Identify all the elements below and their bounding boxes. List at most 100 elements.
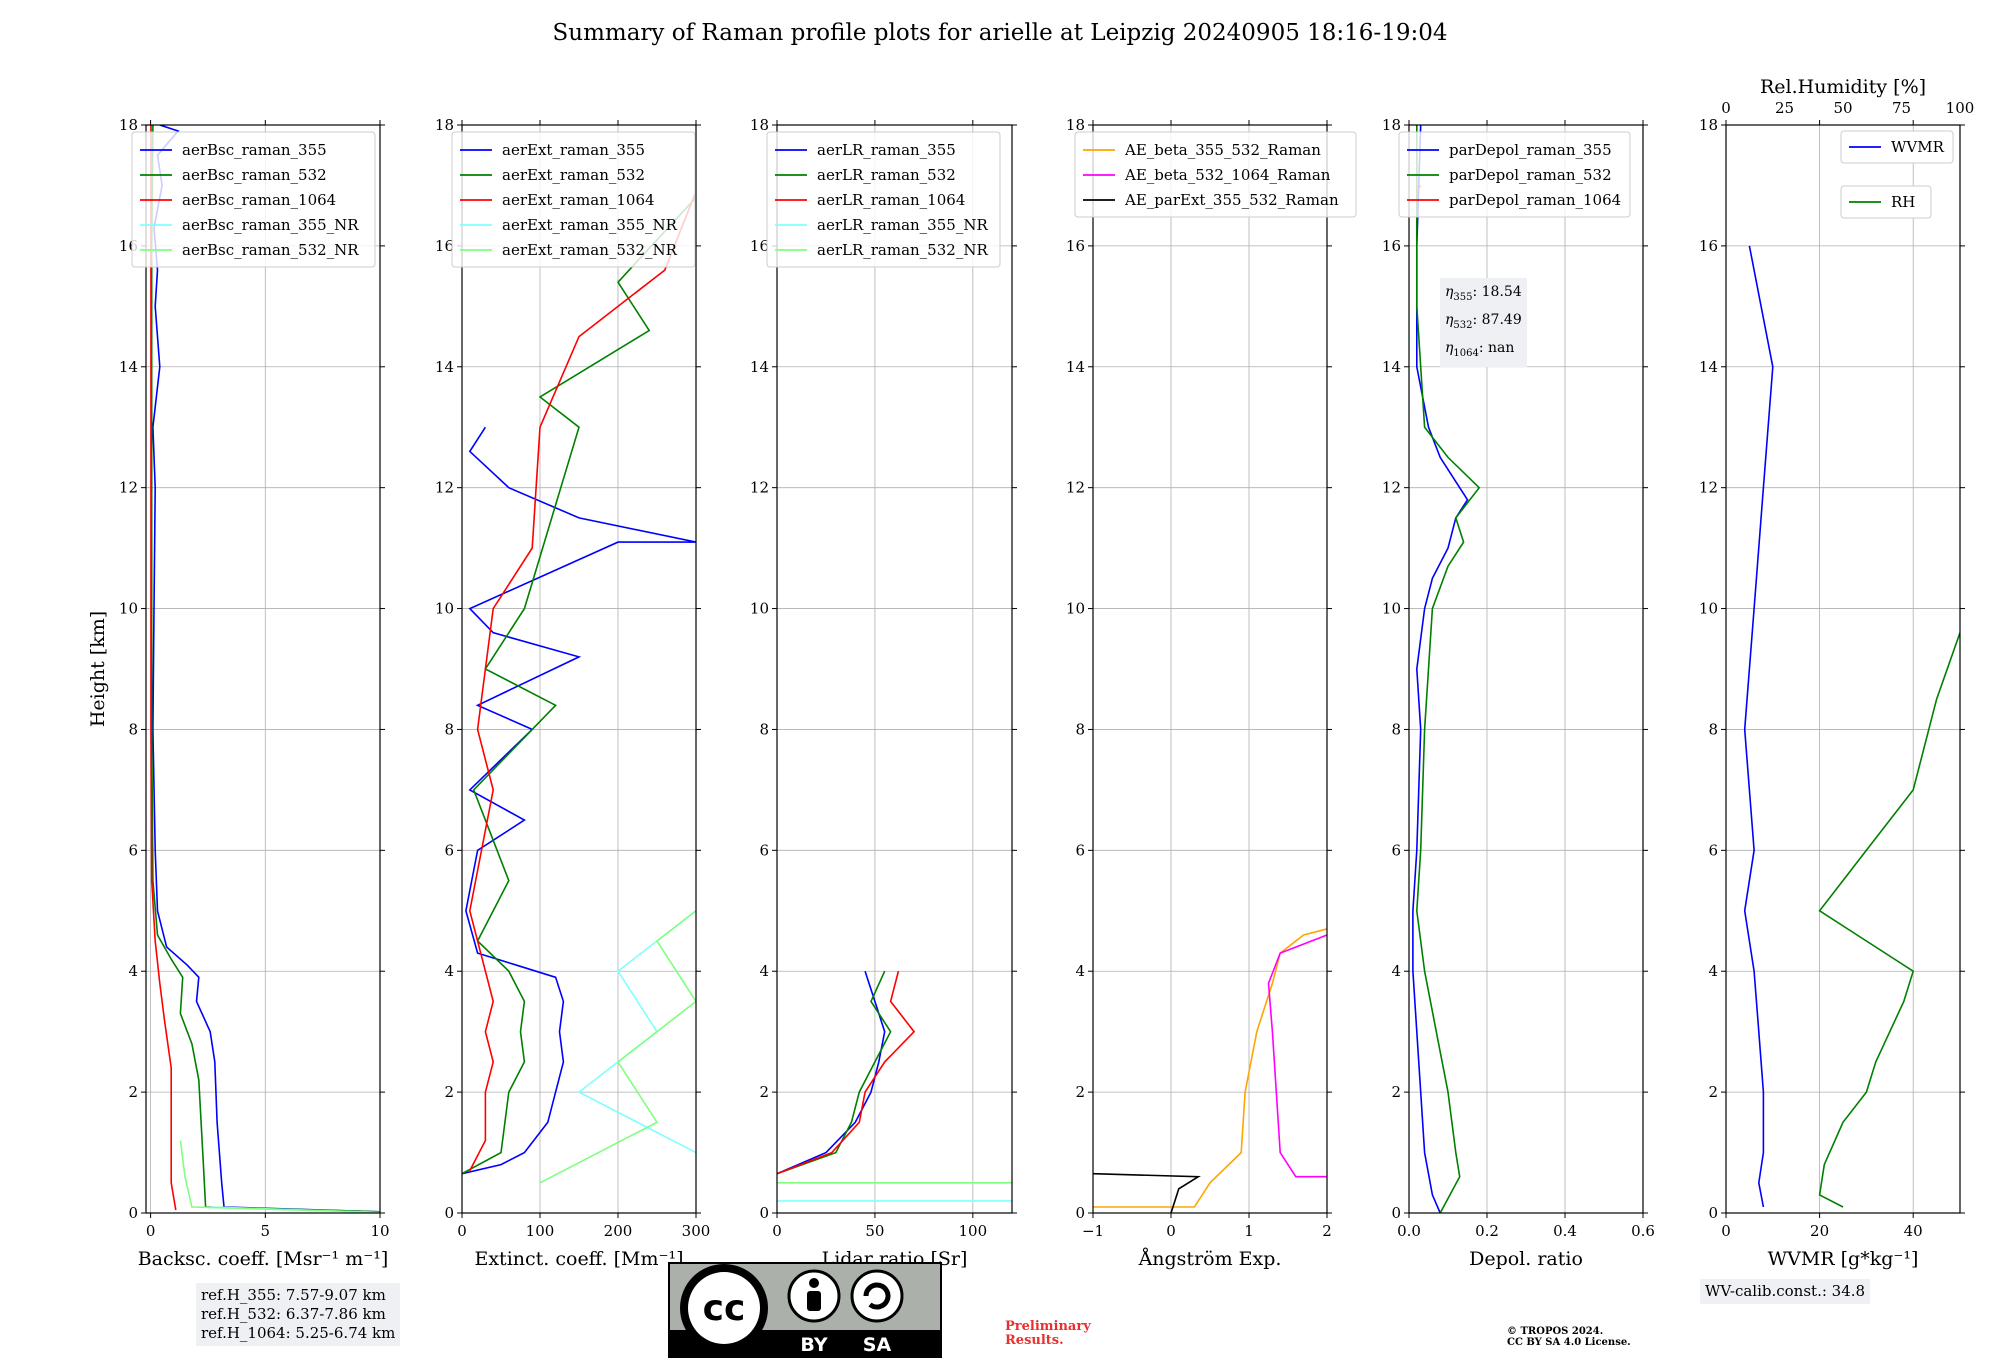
xtick-label: 0 bbox=[457, 1222, 467, 1240]
x2tick-label: 25 bbox=[1775, 99, 1794, 117]
series-line-2 bbox=[462, 196, 696, 1175]
legend-entry: aerLR_raman_532_NR bbox=[817, 241, 988, 259]
legend-entry: RH bbox=[1891, 193, 1915, 211]
legend-entry: aerBsc_raman_1064 bbox=[182, 191, 336, 209]
legend: AE_beta_355_532_Raman AE_beta_532_1064_Ra… bbox=[1074, 131, 1357, 218]
preliminary-line-2: Results. bbox=[1005, 1333, 1064, 1348]
series-line-2 bbox=[150, 125, 380, 1213]
legend-entry: aerLR_raman_355_NR bbox=[817, 216, 988, 234]
legend-entry: aerExt_raman_532_NR bbox=[502, 241, 678, 259]
xtick-label: 2 bbox=[1322, 1222, 1332, 1240]
x2axis-label: Rel.Humidity [%] bbox=[1760, 76, 1926, 98]
xtick-label: 5 bbox=[261, 1222, 271, 1240]
xtick-label: 100 bbox=[959, 1222, 988, 1240]
panel-2: 0 2 4 6 8 10 12 14 16 18 0 100 200 300 Extinct. coeff.… bbox=[435, 116, 710, 1270]
eta-1064-value: : nan bbox=[1478, 339, 1515, 356]
legend-entry: AE_parExt_355_532_Raman bbox=[1124, 191, 1339, 209]
series-line-1 bbox=[1412, 125, 1469, 1213]
series-line-3 bbox=[150, 125, 177, 1211]
ytick-label: 2 bbox=[128, 1083, 138, 1101]
x2tick-label: 100 bbox=[1946, 99, 1975, 117]
axes-frame bbox=[776, 124, 1013, 1214]
legend-entry: aerLR_raman_355 bbox=[817, 141, 956, 159]
xaxis-label: Backsc. coeff. [Msr⁻¹ m⁻¹] bbox=[138, 1248, 389, 1270]
legend-entry: parDepol_raman_532 bbox=[1449, 166, 1612, 184]
legend-entry: aerExt_raman_355 bbox=[502, 141, 645, 159]
panel-5: 0 2 4 6 8 10 12 14 16 18 0.0 0.2 0.4 0.6 Depol. ratio p… bbox=[1382, 116, 1655, 1270]
ref-height-532: ref.H_532: 6.37-7.86 km bbox=[201, 1305, 386, 1323]
xtick-label: 10 bbox=[370, 1222, 389, 1240]
ytick-label: 6 bbox=[759, 841, 769, 859]
ytick-label: 18 bbox=[119, 116, 138, 134]
legend-entry: parDepol_raman_1064 bbox=[1449, 191, 1621, 209]
ytick-label: 18 bbox=[750, 116, 769, 134]
xtick-label: −1 bbox=[1082, 1222, 1104, 1240]
series-group bbox=[462, 191, 696, 1184]
legend-box bbox=[1398, 131, 1631, 218]
ytick-label: 4 bbox=[1708, 962, 1718, 980]
xtick-label: 100 bbox=[526, 1222, 555, 1240]
copyright-line-1: © TROPOS 2024. bbox=[1507, 1326, 1604, 1337]
ytick-label: 8 bbox=[1075, 720, 1085, 738]
figure-title: Summary of Raman profile plots for ariel… bbox=[552, 20, 1448, 46]
x2tick-label: 50 bbox=[1833, 99, 1852, 117]
series-line-1 bbox=[152, 125, 380, 1213]
ytick-label: 6 bbox=[1391, 841, 1401, 859]
ytick-label: 4 bbox=[759, 962, 769, 980]
preliminary-line-1: Preliminary bbox=[1005, 1319, 1091, 1334]
legend: aerBsc_raman_355 aerBsc_raman_532 aerBsc_r… bbox=[131, 131, 376, 268]
legend-entry: parDepol_raman_355 bbox=[1449, 141, 1612, 159]
xaxis-label: Depol. ratio bbox=[1469, 1248, 1583, 1270]
ytick-label: 8 bbox=[128, 720, 138, 738]
preliminary-note: Preliminary Results. bbox=[1005, 1320, 1091, 1348]
ref-height-355: ref.H_355: 7.57-9.07 km bbox=[201, 1286, 386, 1304]
axes-frame bbox=[461, 124, 697, 1214]
ytick-label: 4 bbox=[1391, 962, 1401, 980]
legend-entry: aerLR_raman_1064 bbox=[817, 191, 965, 209]
xtick-label: 40 bbox=[1904, 1222, 1923, 1240]
ytick-label: 0 bbox=[1391, 1204, 1401, 1222]
copyright-line-2: CC BY SA 4.0 License. bbox=[1507, 1337, 1631, 1348]
eta-1064: η1064: nan bbox=[1445, 339, 1515, 359]
x2tick-label: 0 bbox=[1721, 99, 1731, 117]
ytick-label: 14 bbox=[1066, 358, 1085, 376]
ytick-label: 6 bbox=[1708, 841, 1718, 859]
legend: parDepol_raman_355 parDepol_raman_532 parD… bbox=[1398, 131, 1631, 218]
ytick-label: 2 bbox=[1391, 1083, 1401, 1101]
ytick-label: 16 bbox=[435, 237, 454, 255]
legend-entry: aerExt_raman_355_NR bbox=[502, 216, 678, 234]
ytick-label: 18 bbox=[1066, 116, 1085, 134]
series-group bbox=[777, 970, 1012, 1202]
figure-ylabel: Height [km] bbox=[87, 611, 109, 727]
xtick-label: 0.0 bbox=[1397, 1222, 1421, 1240]
ytick-label: 6 bbox=[444, 841, 454, 859]
ytick-label: 10 bbox=[1699, 600, 1718, 618]
ytick-label: 8 bbox=[444, 720, 454, 738]
axes-frame bbox=[1725, 124, 1961, 1214]
ytick-label: 4 bbox=[128, 962, 138, 980]
ytick-label: 0 bbox=[1075, 1204, 1085, 1222]
legend-entry: aerExt_raman_532 bbox=[502, 166, 645, 184]
series-line-3 bbox=[468, 191, 696, 1172]
ytick-label: 12 bbox=[1699, 479, 1718, 497]
xtick-label: 300 bbox=[682, 1222, 711, 1240]
legend-box bbox=[1074, 131, 1357, 218]
ytick-label: 16 bbox=[1066, 237, 1085, 255]
ytick-label: 2 bbox=[444, 1083, 454, 1101]
person-icon bbox=[809, 1278, 819, 1288]
xtick-label: 0.6 bbox=[1631, 1222, 1655, 1240]
ytick-label: 10 bbox=[1382, 600, 1401, 618]
legend-box bbox=[766, 131, 1001, 268]
series-line-2 bbox=[1415, 125, 1481, 1213]
legend-entry: aerBsc_raman_532_NR bbox=[182, 241, 359, 259]
reference-heights-box: ref.H_355: 7.57-9.07 km ref.H_532: 6.37-… bbox=[196, 1283, 401, 1346]
ytick-label: 0 bbox=[1708, 1204, 1718, 1222]
eta-532-value: : 87.49 bbox=[1472, 311, 1522, 328]
legend-entry: aerBsc_raman_532 bbox=[182, 166, 327, 184]
eta-355: η355: 18.54 bbox=[1445, 284, 1522, 303]
ytick-label: 12 bbox=[119, 479, 138, 497]
ytick-label: 10 bbox=[119, 600, 138, 618]
ytick-label: 16 bbox=[1699, 237, 1718, 255]
